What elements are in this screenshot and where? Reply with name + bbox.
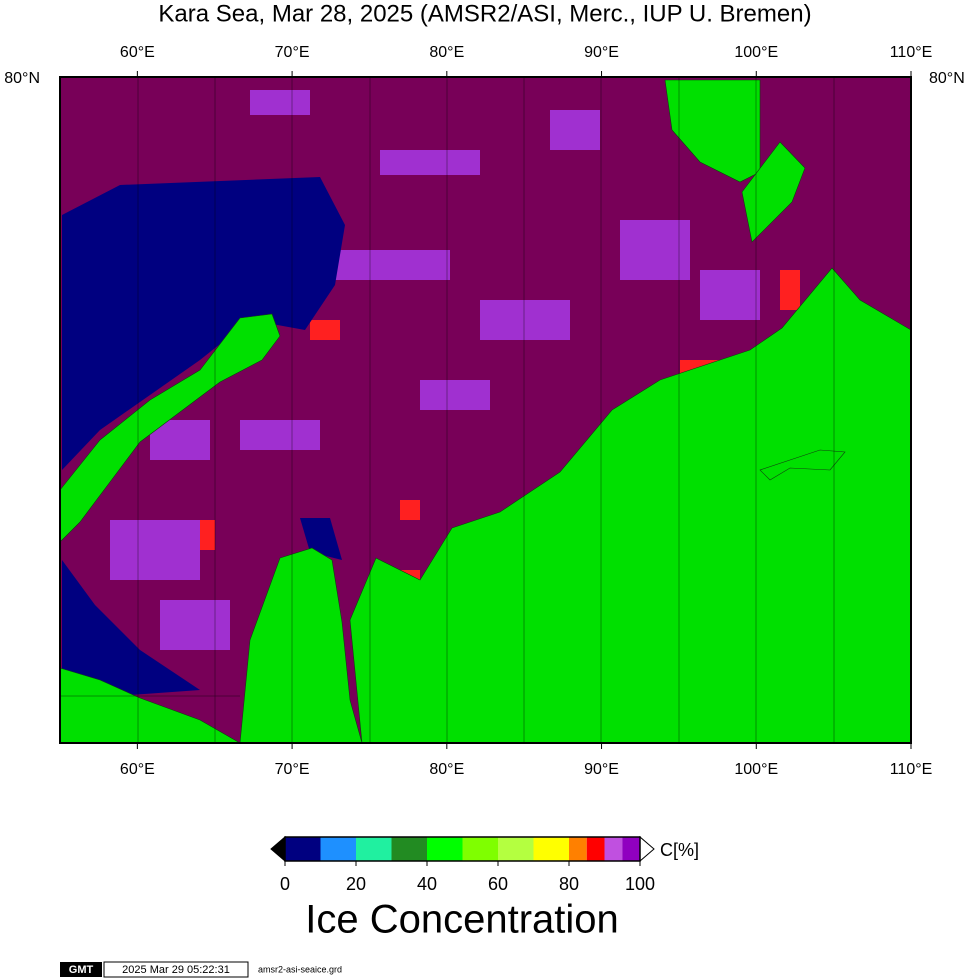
colorbar-segment	[569, 837, 587, 861]
logo-box	[60, 962, 102, 977]
colorbar-segment	[533, 837, 569, 861]
colorbar-tick-label: 20	[346, 874, 366, 894]
lon-tick-label: 60°E	[120, 44, 155, 61]
colorbar-segment	[462, 837, 498, 861]
lon-tick-label: 110°E	[890, 44, 933, 61]
file-name: amsr2-asi-seaice.grd	[258, 964, 342, 974]
colorbar-tick-label: 100	[625, 874, 655, 894]
colorbar-segment	[427, 837, 463, 861]
colorbar-segment	[320, 837, 356, 861]
footer: GMT 2025 Mar 29 05:22:31 amsr2-asi-seaic…	[60, 961, 342, 978]
colorbar-segment	[604, 837, 623, 861]
colorbar-tick-label: 40	[417, 874, 437, 894]
land	[59, 79, 912, 744]
map: 80°N 80°N	[4, 70, 965, 744]
colorbar-high-arrow	[639, 835, 655, 863]
colorbar-segment	[356, 837, 392, 861]
lon-tick-label: 70°E	[275, 761, 310, 778]
colorbar-segment	[285, 837, 321, 861]
colorbar-segment	[586, 837, 605, 861]
lat-label: 80°N	[929, 70, 965, 87]
logo: GMT	[69, 964, 94, 976]
timestamp: 2025 Mar 29 05:22:31	[122, 964, 230, 976]
lon-tick-label: 60°E	[120, 761, 155, 778]
lon-tick-label: 100°E	[734, 44, 778, 61]
lon-tick-label: 100°E	[734, 761, 778, 778]
title: Kara Sea, Mar 28, 2025 (AMSR2/ASI, Merc.…	[158, 0, 811, 27]
lon-tick-label: 80°E	[429, 761, 464, 778]
ice-patches	[110, 90, 760, 650]
lon-tick-label: 80°E	[429, 44, 464, 61]
colorbar-frame	[284, 836, 641, 862]
colorbar-tick-label: 80	[559, 874, 579, 894]
lon-tick-label: 90°E	[584, 761, 619, 778]
graticule	[60, 77, 835, 743]
colorbar-unit: C[%]	[660, 840, 699, 860]
colorbar-tick-label: 60	[488, 874, 508, 894]
colorbar-tick-label: 0	[280, 874, 290, 894]
colorbar-title: Ice Concentration	[305, 898, 619, 942]
colorbar-segment	[391, 837, 427, 861]
lat-label: 80°N	[4, 70, 40, 87]
lon-tick-label: 70°E	[275, 44, 310, 61]
colorbar-segment	[622, 837, 640, 861]
colorbar: C[%] Ice Concentration	[270, 835, 699, 942]
colorbar-low-arrow	[270, 835, 286, 863]
lon-tick-label: 110°E	[890, 761, 933, 778]
lon-tick-label: 90°E	[584, 44, 619, 61]
timestamp-box	[103, 961, 249, 978]
map-frame	[59, 76, 912, 744]
colorbar-segment	[498, 837, 534, 861]
